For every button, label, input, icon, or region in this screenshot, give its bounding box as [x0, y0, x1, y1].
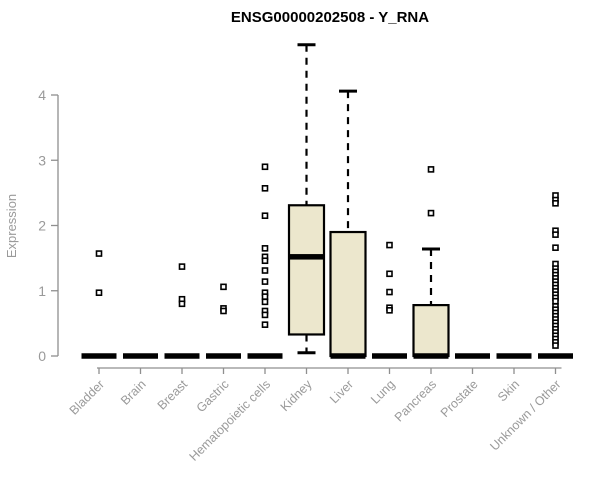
outlier-point: [95, 250, 103, 257]
x-category-label: Liver: [327, 377, 356, 406]
median-line: [289, 254, 324, 260]
outlier-point: [261, 298, 269, 306]
outlier-point: [220, 307, 227, 315]
median-line: [538, 353, 573, 359]
outlier-point: [386, 270, 393, 278]
box: [287, 204, 326, 336]
outlier-point: [552, 244, 559, 251]
outlier-point: [427, 209, 435, 217]
outlier-point: [261, 278, 269, 285]
outlier-point: [95, 289, 103, 297]
median-line: [81, 353, 117, 359]
x-category-label: Bladder: [67, 377, 107, 417]
x-category-label: Gastric: [194, 377, 232, 415]
median-line: [247, 353, 283, 359]
outlier-point: [552, 342, 559, 349]
x-category-label: Unknown / Other: [487, 377, 563, 453]
median-line: [164, 353, 200, 359]
outlier-point: [386, 241, 393, 249]
y-tick-label: 0: [38, 348, 46, 364]
outlier-point: [552, 297, 559, 305]
x-category-label: Brain: [118, 377, 149, 408]
outlier-point: [220, 283, 227, 291]
outlier-point: [427, 166, 435, 173]
outlier-point: [178, 300, 186, 308]
outlier-point: [552, 231, 559, 238]
y-axis-label: Expression: [4, 194, 19, 258]
plot-area: 0 1 2 3 4 Bladder Brain Breast GastricHematopoie…: [38, 43, 573, 464]
x-category-label: Pancreas: [392, 377, 439, 424]
median-line: [123, 353, 158, 359]
y-tick-label: 4: [38, 87, 46, 103]
outlier-point: [261, 267, 269, 274]
outlier-point: [261, 212, 269, 220]
box: [329, 230, 367, 358]
outlier-point: [386, 288, 393, 296]
outlier-point: [261, 311, 269, 319]
x-category-label: Breast: [155, 377, 191, 413]
y-tick-label: 2: [38, 218, 46, 234]
outlier-point: [261, 293, 269, 300]
median-line: [413, 353, 449, 359]
median-line: [372, 353, 407, 359]
outlier-point: [178, 263, 186, 270]
outlier-point: [261, 185, 269, 192]
median-line: [455, 353, 490, 359]
outlier-point: [386, 307, 393, 314]
chart-title: ENSG00000202508 - Y_RNA: [231, 9, 429, 26]
x-category-label: Prostate: [438, 377, 481, 420]
outlier-point: [261, 163, 269, 171]
median-line: [206, 353, 241, 359]
y-tick-label: 3: [38, 152, 46, 168]
median-line: [330, 353, 366, 359]
x-category-label: Skin: [495, 377, 522, 404]
outlier-point: [261, 245, 269, 252]
box: [412, 304, 450, 358]
y-tick-label: 1: [38, 283, 46, 299]
median-line: [496, 353, 532, 359]
x-category-label: Lung: [368, 377, 398, 407]
x-category-label: Kidney: [278, 377, 315, 414]
outlier-point: [552, 200, 559, 207]
x-category-label: Hematopoietic cells: [187, 377, 274, 464]
outlier-point: [261, 257, 269, 265]
outlier-point: [261, 321, 269, 328]
